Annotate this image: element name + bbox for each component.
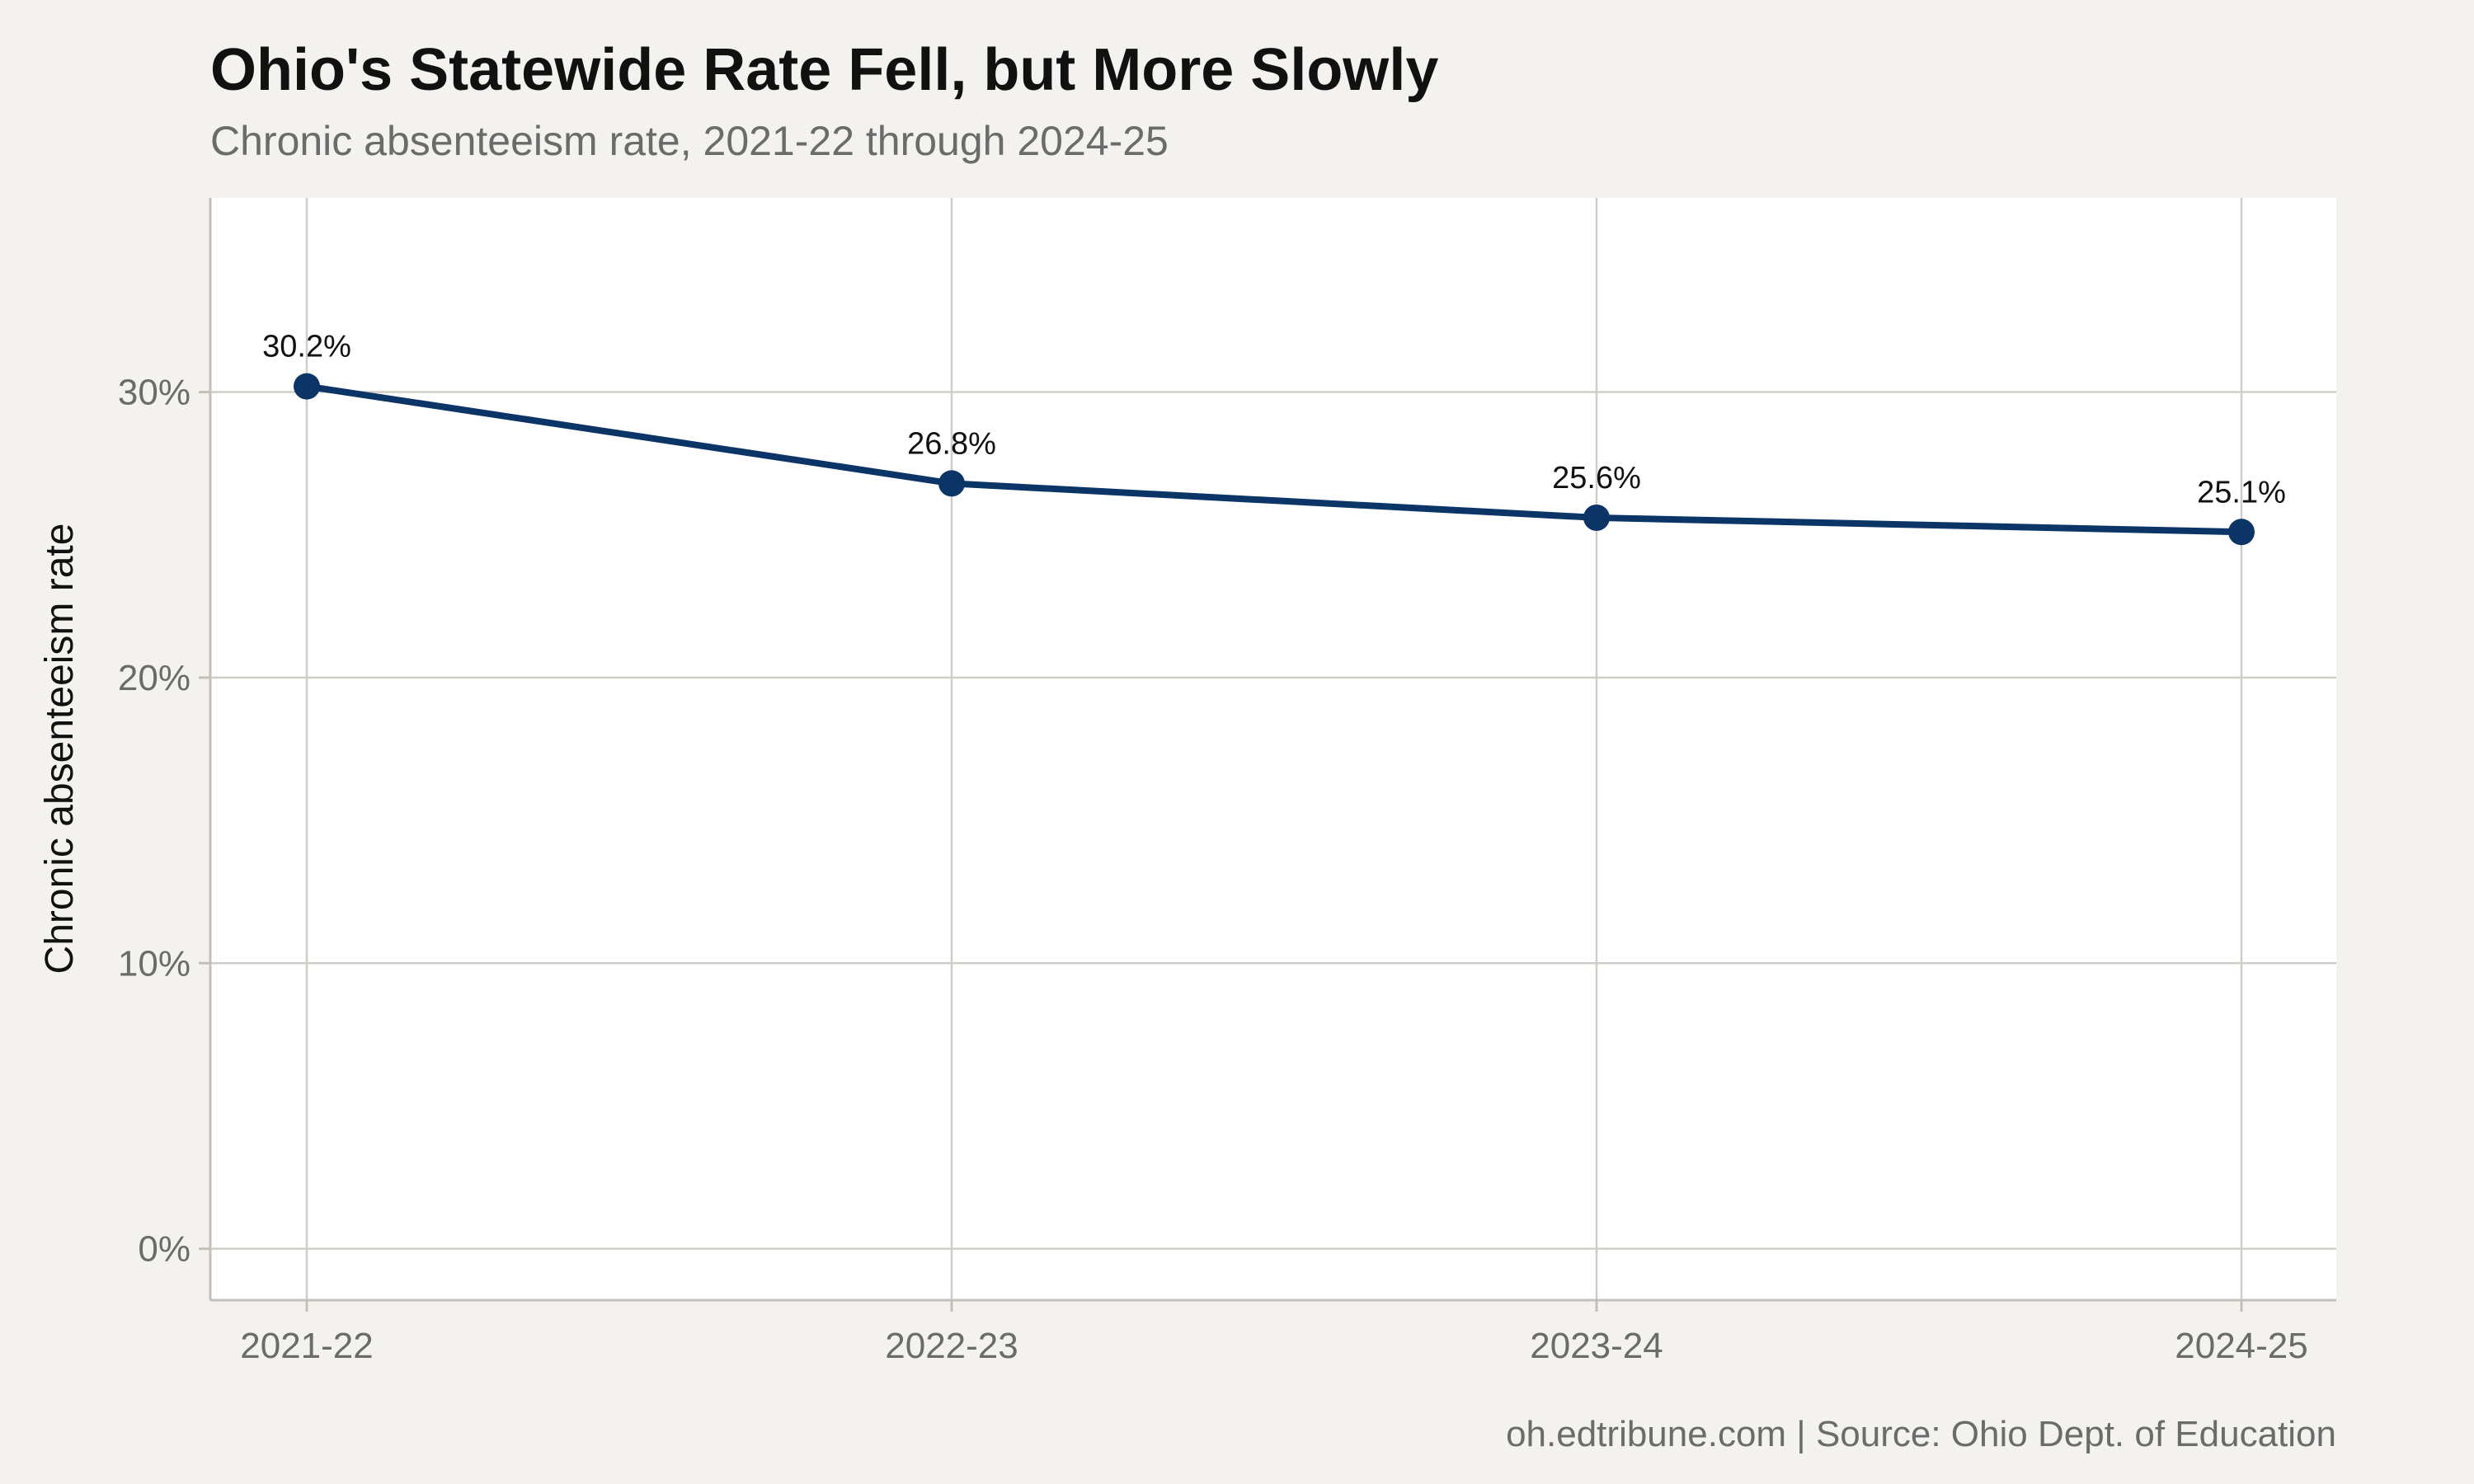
series-chronic-absenteeism	[294, 373, 2255, 546]
x-tick-label: 2021-22	[240, 1326, 373, 1366]
y-tick-label: 30%	[118, 373, 190, 413]
chart-caption: oh.edtribune.com | Source: Ohio Dept. of…	[1506, 1414, 2336, 1454]
data-label: 26.8%	[907, 426, 996, 461]
data-point	[294, 373, 320, 400]
series-line	[303, 383, 2245, 536]
chart-subtitle: Chronic absenteeism rate, 2021-22 throug…	[210, 118, 1169, 164]
x-tick-label: 2022-23	[885, 1326, 1018, 1366]
x-tick-labels: 2021-22 2022-23 2023-24 2024-25	[240, 1300, 2308, 1366]
x-tick-label: 2023-24	[1530, 1326, 1663, 1366]
data-point	[1583, 504, 1610, 531]
data-point	[938, 470, 965, 497]
y-tick-label: 20%	[118, 658, 190, 698]
chart-title: Ohio's Statewide Rate Fell, but More Slo…	[210, 37, 1439, 103]
y-tick-label: 0%	[138, 1229, 190, 1270]
data-point	[2228, 519, 2255, 546]
y-tick-label: 10%	[118, 943, 190, 984]
data-label: 30.2%	[262, 330, 351, 364]
data-labels: 30.2% 26.8% 25.6% 25.1%	[262, 330, 2286, 510]
y-axis-title: Chronic absenteeism rate	[38, 524, 82, 974]
x-tick-label: 2024-25	[2175, 1326, 2307, 1366]
data-label: 25.6%	[1552, 461, 1641, 495]
plot-panel	[210, 198, 2336, 1300]
data-label: 25.1%	[2197, 475, 2286, 510]
y-tick-labels: 0% 10% 20% 30%	[118, 373, 210, 1270]
